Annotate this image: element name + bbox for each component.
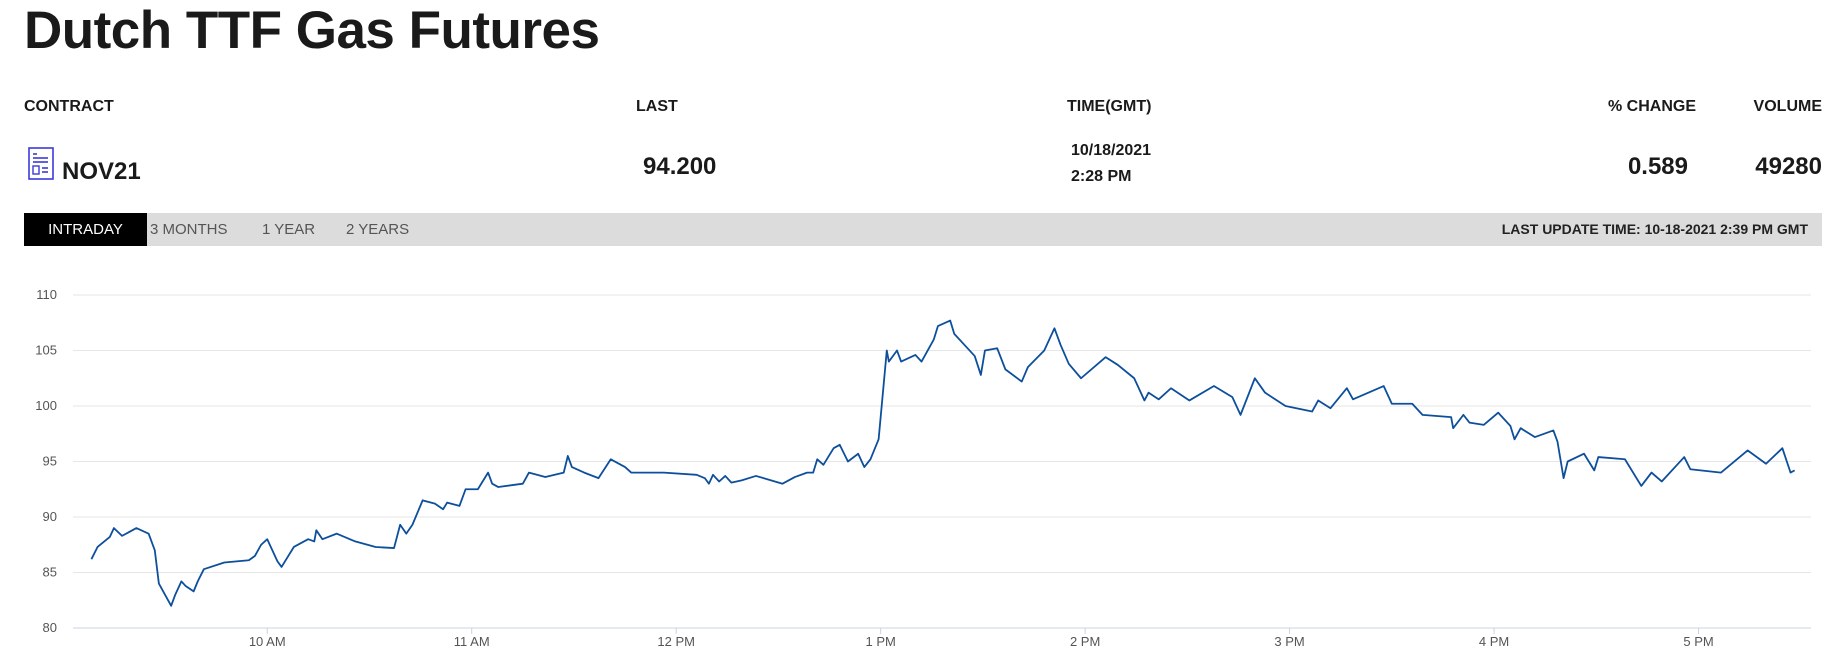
x-tick-label: 3 PM	[1274, 634, 1304, 649]
last-update: LAST UPDATE TIME: 10-18-2021 2:39 PM GMT	[1501, 221, 1808, 237]
price-line	[90, 319, 1796, 607]
page-title: Dutch TTF Gas Futures	[24, 1, 600, 60]
tab[interactable]: 1 YEAR	[262, 221, 316, 238]
y-tick-label: 105	[35, 343, 57, 358]
x-tick-label: 10 AM	[249, 634, 286, 649]
tab[interactable]: INTRADAY	[24, 213, 147, 246]
column-header: VOLUME	[1753, 98, 1822, 115]
column-header: TIME(GMT)	[1067, 98, 1152, 115]
last-price: 94.200	[643, 153, 717, 180]
column-header: LAST	[636, 98, 678, 115]
tab[interactable]: 2 YEARS	[346, 221, 410, 238]
contract-icon	[28, 147, 54, 180]
time-clock: 2:28 PM	[1071, 168, 1132, 185]
column-header: % CHANGE	[1607, 98, 1696, 115]
column-header: CONTRACT	[24, 98, 114, 115]
x-tick-label: 2 PM	[1070, 634, 1100, 649]
volume: 49280	[1755, 153, 1822, 180]
y-tick-label: 110	[36, 287, 57, 302]
y-tick-label: 80	[43, 620, 57, 635]
x-tick-label: 5 PM	[1683, 634, 1713, 649]
y-tick-label: 90	[43, 509, 57, 524]
y-tick-label: 100	[35, 398, 57, 413]
x-tick-label: 4 PM	[1479, 634, 1509, 649]
y-tick-label: 95	[43, 454, 57, 469]
x-tick-label: 12 PM	[657, 634, 695, 649]
percent-change: 0.589	[1627, 153, 1688, 180]
tab-bar	[24, 213, 1822, 246]
time-date: 10/18/2021	[1071, 142, 1152, 159]
x-tick-label: 11 AM	[454, 634, 490, 649]
y-tick-label: 85	[43, 565, 57, 580]
tab[interactable]: 3 MONTHS	[150, 221, 228, 238]
x-tick-label: 1 PM	[865, 634, 895, 649]
contract[interactable]: NOV21	[62, 158, 141, 185]
